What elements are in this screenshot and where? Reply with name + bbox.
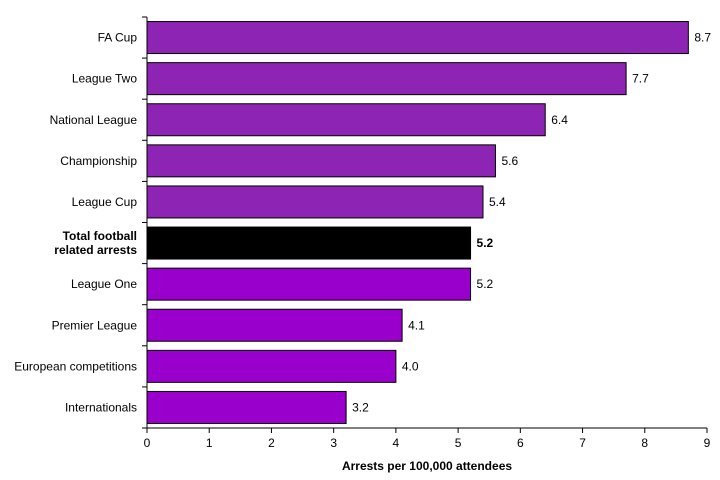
bar	[146, 144, 496, 178]
bar	[146, 390, 347, 424]
category-label: League Two	[72, 72, 137, 86]
bar	[146, 349, 397, 383]
category-label: Total football related arrests	[54, 229, 137, 257]
data-label: 3.2	[352, 400, 369, 414]
category-label: Internationals	[65, 400, 137, 414]
axes	[142, 16, 707, 429]
data-label: 4.0	[402, 359, 419, 373]
data-label: 5.2	[477, 277, 494, 291]
data-label: 4.1	[408, 318, 425, 332]
x-tick-label: 9	[704, 436, 711, 450]
data-label: 6.4	[551, 113, 568, 127]
bar	[146, 308, 403, 342]
data-label: 7.7	[632, 72, 649, 86]
x-tick-label: 6	[517, 436, 524, 450]
category-label: Championship	[60, 154, 137, 168]
data-label: 5.4	[489, 195, 506, 209]
category-label: Premier League	[52, 318, 138, 332]
bar	[146, 103, 546, 137]
category-label: FA Cup	[98, 31, 138, 45]
category-label: National League	[50, 113, 138, 127]
category-label: European competitions	[14, 359, 137, 373]
category-label: League Cup	[72, 195, 138, 209]
x-tick-label: 0	[144, 436, 151, 450]
bar	[146, 62, 627, 96]
bar	[146, 21, 689, 55]
bar	[146, 185, 484, 219]
bar	[146, 226, 472, 260]
x-tick-label: 8	[641, 436, 648, 450]
category-labels: FA Cup League Two National League Champions…	[14, 31, 137, 415]
data-label: 5.6	[501, 154, 518, 168]
bars-group	[146, 21, 689, 424]
x-tick-label: 2	[268, 436, 275, 450]
data-label: 8.7	[694, 31, 711, 45]
category-label: League One	[71, 277, 137, 291]
x-tick-label: 1	[206, 436, 213, 450]
x-axis-title: Arrests per 100,000 attendees	[342, 459, 512, 473]
x-tick-label: 5	[455, 436, 462, 450]
x-tick-label: 4	[393, 436, 400, 450]
data-label: 5.2	[477, 236, 494, 250]
bar	[146, 267, 472, 301]
value-labels: 8.7 7.7 6.4 5.6 5.4 5.2 5.2 4.1 4.0 3.2	[352, 31, 711, 415]
x-tick-label: 7	[579, 436, 586, 450]
x-tick-label: 3	[330, 436, 337, 450]
x-axis-ticks: 0 1 2 3 4 5 6 7 8 9	[144, 428, 711, 450]
